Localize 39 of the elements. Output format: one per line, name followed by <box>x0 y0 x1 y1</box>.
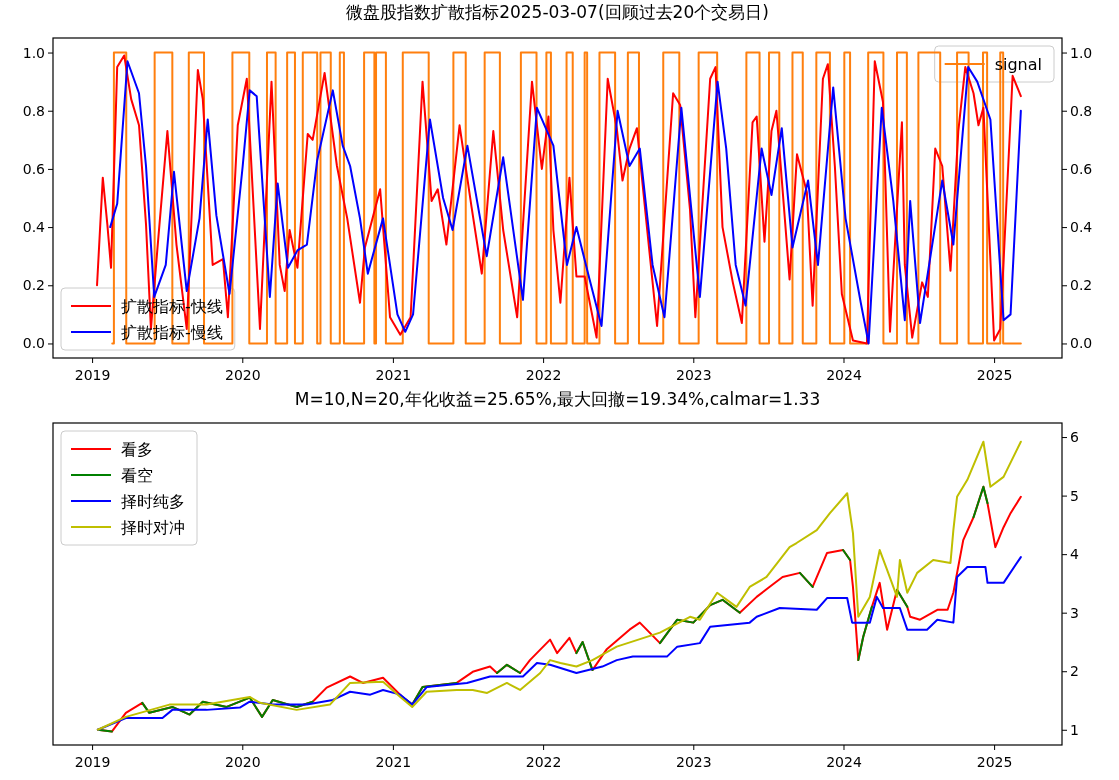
x-tick-label: 2025 <box>976 754 1013 770</box>
y2-tick-label: 0.2 <box>1070 277 1093 294</box>
x-tick-label: 2020 <box>224 367 261 383</box>
y-tick-label: 1.0 <box>22 44 45 61</box>
x-tick-label: 2024 <box>826 754 862 770</box>
chart-title: M=10,N=20,年化收益=25.65%,最大回撤=19.34%,calmar=1.33 <box>294 389 821 409</box>
x-tick-label: 2021 <box>375 754 412 770</box>
y-tick-label: 0.6 <box>22 160 46 177</box>
chart-title: 微盘股指数扩散指标2025-03-07(回顾过去20个交易日) <box>346 2 769 22</box>
x-tick-label: 2022 <box>525 754 562 770</box>
y-tick-label: 0.8 <box>22 102 45 119</box>
y-tick-label: 0.0 <box>22 335 45 352</box>
line-series <box>96 440 1022 731</box>
x-tick-label: 2020 <box>224 754 261 770</box>
y2-tick-label: 2 <box>1070 663 1079 680</box>
x-tick-label: 2021 <box>375 367 412 383</box>
y2-tick-label: 0.0 <box>1070 335 1093 352</box>
y-tick-label: 0.4 <box>22 219 46 236</box>
y2-tick-label: 4 <box>1070 546 1079 563</box>
y2-tick-label: 6 <box>1070 429 1079 446</box>
y2-tick-label: 5 <box>1070 487 1079 504</box>
y2-tick-label: 1.0 <box>1070 44 1093 61</box>
legend-label: 看空 <box>121 465 153 485</box>
legend-label: 看多 <box>121 439 153 459</box>
y-tick-label: 0.2 <box>22 277 45 294</box>
x-tick-label: 2024 <box>826 367 862 383</box>
y2-tick-label: 0.8 <box>1070 102 1093 119</box>
y2-tick-label: 0.4 <box>1070 219 1093 236</box>
y2-tick-label: 1 <box>1070 721 1079 738</box>
legend-label: 择时对冲 <box>121 517 185 537</box>
y2-tick-label: 3 <box>1070 604 1079 621</box>
x-tick-label: 2019 <box>74 754 111 770</box>
x-tick-label: 2023 <box>675 754 712 770</box>
y2-tick-label: 0.6 <box>1070 160 1093 177</box>
x-tick-label: 2023 <box>675 367 712 383</box>
x-tick-label: 2022 <box>525 367 562 383</box>
x-tick-label: 2019 <box>74 367 111 383</box>
legend-label: 择时纯多 <box>121 491 185 511</box>
x-tick-label: 2025 <box>976 367 1013 383</box>
